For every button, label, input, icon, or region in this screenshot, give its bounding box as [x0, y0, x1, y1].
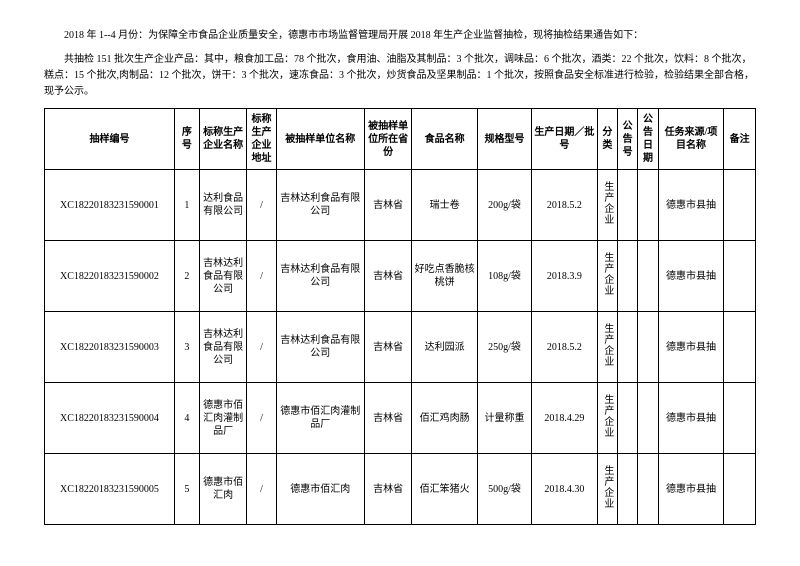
table-cell — [724, 383, 756, 454]
table-cell: 佰汇笨猪火 — [412, 454, 478, 525]
table-cell — [618, 383, 638, 454]
intro-paragraph-1: 2018 年 1--4 月份：为保障全市食品企业质量安全，德惠市市场监督管理局开… — [44, 28, 756, 44]
table-row: XC182201832315900033吉林达利食品有限公司/吉林达利食品有限公… — [45, 312, 756, 383]
table-cell: 生产企业 — [597, 383, 617, 454]
table-cell — [724, 170, 756, 241]
table-cell: XC18220183231590001 — [45, 170, 175, 241]
table-cell: / — [247, 454, 276, 525]
table-cell: 3 — [174, 312, 199, 383]
table-cell: XC18220183231590002 — [45, 241, 175, 312]
table-cell: 德惠市县抽 — [658, 312, 724, 383]
table-cell: 好吃点香脆核桃饼 — [412, 241, 478, 312]
table-row: XC182201832315900022吉林达利食品有限公司/吉林达利食品有限公… — [45, 241, 756, 312]
table-cell: 2018.5.2 — [532, 170, 598, 241]
table-cell: 达利园派 — [412, 312, 478, 383]
header-cell: 序号 — [174, 109, 199, 170]
header-row: 抽样编号序号标称生产企业名称标称生产企业地址被抽样单位名称被抽样单位所在省份食品… — [45, 109, 756, 170]
table-cell — [724, 312, 756, 383]
table-cell — [618, 454, 638, 525]
table-cell — [724, 454, 756, 525]
table-cell: 吉林达利食品有限公司 — [276, 241, 364, 312]
header-cell: 食品名称 — [412, 109, 478, 170]
header-cell: 公告号 — [618, 109, 638, 170]
table-cell: 2 — [174, 241, 199, 312]
table-cell: 2018.4.29 — [532, 383, 598, 454]
table-cell: 瑞士卷 — [412, 170, 478, 241]
table-cell: 吉林省 — [364, 454, 411, 525]
table-cell — [618, 170, 638, 241]
table-cell: 吉林达利食品有限公司 — [199, 241, 246, 312]
table-cell — [618, 241, 638, 312]
table-row: XC182201832315900044德惠市佰汇肉灌制品厂/德惠市佰汇肉灌制品… — [45, 383, 756, 454]
header-cell: 标称生产企业名称 — [199, 109, 246, 170]
table-cell: 德惠市县抽 — [658, 383, 724, 454]
table-cell: 吉林达利食品有限公司 — [276, 312, 364, 383]
table-cell: 生产企业 — [597, 170, 617, 241]
table-cell: 佰汇鸡肉肠 — [412, 383, 478, 454]
table-row: XC182201832315900055德惠市佰汇肉/德惠市佰汇肉吉林省佰汇笨猪… — [45, 454, 756, 525]
table-cell: 德惠市佰汇肉灌制品厂 — [199, 383, 246, 454]
header-cell: 分类 — [597, 109, 617, 170]
table-cell — [638, 312, 658, 383]
table-cell: 500g/袋 — [477, 454, 531, 525]
table-cell: 吉林省 — [364, 241, 411, 312]
inspection-table: 抽样编号序号标称生产企业名称标称生产企业地址被抽样单位名称被抽样单位所在省份食品… — [44, 108, 756, 525]
page-container: 2018 年 1--4 月份：为保障全市食品企业质量安全，德惠市市场监督管理局开… — [0, 0, 800, 566]
table-cell: 达利食品有限公司 — [199, 170, 246, 241]
table-cell: 德惠市佰汇肉灌制品厂 — [276, 383, 364, 454]
table-cell: 吉林达利食品有限公司 — [276, 170, 364, 241]
table-cell: 吉林省 — [364, 170, 411, 241]
table-cell: 德惠市县抽 — [658, 454, 724, 525]
table-cell: 计量称重 — [477, 383, 531, 454]
header-cell: 规格型号 — [477, 109, 531, 170]
table-cell — [638, 170, 658, 241]
header-cell: 被抽样单位名称 — [276, 109, 364, 170]
table-cell: 吉林达利食品有限公司 — [199, 312, 246, 383]
table-cell: 生产企业 — [597, 312, 617, 383]
table-cell — [638, 241, 658, 312]
table-cell — [618, 312, 638, 383]
table-cell: XC18220183231590003 — [45, 312, 175, 383]
table-cell: 吉林省 — [364, 383, 411, 454]
intro-paragraph-2: 共抽检 151 批次生产企业产品：其中，粮食加工品：78 个批次，食用油、油脂及… — [44, 52, 756, 100]
table-row: XC182201832315900011达利食品有限公司/吉林达利食品有限公司吉… — [45, 170, 756, 241]
table-cell: XC18220183231590005 — [45, 454, 175, 525]
header-cell: 标称生产企业地址 — [247, 109, 276, 170]
header-cell: 被抽样单位所在省份 — [364, 109, 411, 170]
table-cell: 德惠市县抽 — [658, 170, 724, 241]
table-cell: 吉林省 — [364, 312, 411, 383]
table-cell: 2018.4.30 — [532, 454, 598, 525]
table-cell: 生产企业 — [597, 241, 617, 312]
table-cell — [638, 454, 658, 525]
table-cell: XC18220183231590004 — [45, 383, 175, 454]
table-cell: 生产企业 — [597, 454, 617, 525]
table-cell: / — [247, 312, 276, 383]
table-cell: 德惠市佰汇肉 — [199, 454, 246, 525]
header-cell: 任务来源/项目名称 — [658, 109, 724, 170]
table-cell — [638, 383, 658, 454]
header-cell: 公告日期 — [638, 109, 658, 170]
table-cell: 德惠市佰汇肉 — [276, 454, 364, 525]
table-cell — [724, 241, 756, 312]
table-cell: / — [247, 241, 276, 312]
table-cell: 108g/袋 — [477, 241, 531, 312]
table-cell: 5 — [174, 454, 199, 525]
table-cell: / — [247, 383, 276, 454]
table-cell: 德惠市县抽 — [658, 241, 724, 312]
table-cell: 1 — [174, 170, 199, 241]
table-cell: 250g/袋 — [477, 312, 531, 383]
table-cell: 4 — [174, 383, 199, 454]
header-cell: 备注 — [724, 109, 756, 170]
table-cell: / — [247, 170, 276, 241]
table-cell: 200g/袋 — [477, 170, 531, 241]
header-cell: 生产日期／批号 — [532, 109, 598, 170]
table-cell: 2018.5.2 — [532, 312, 598, 383]
table-cell: 2018.3.9 — [532, 241, 598, 312]
header-cell: 抽样编号 — [45, 109, 175, 170]
